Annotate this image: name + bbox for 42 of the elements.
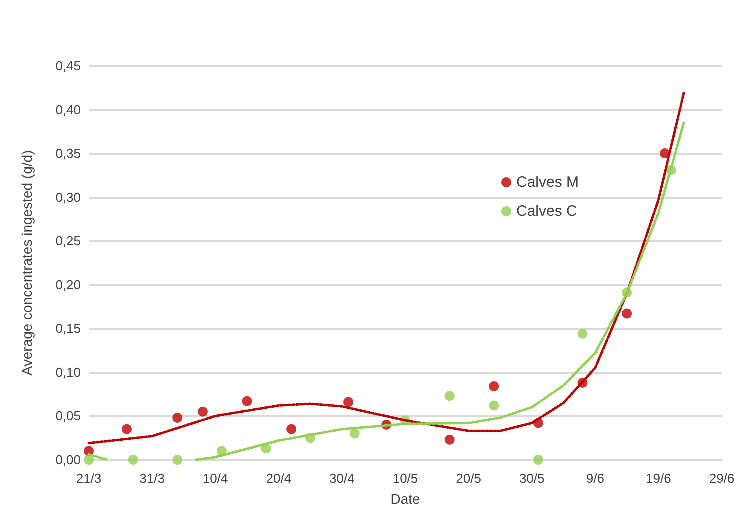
y-tick-label: 0,05 bbox=[56, 408, 81, 424]
legend-label: Calves C bbox=[516, 203, 578, 220]
point bbox=[622, 308, 632, 319]
x-tick-label: 10/5 bbox=[392, 471, 418, 486]
point bbox=[444, 434, 455, 445]
y-tick-label: 0,30 bbox=[56, 190, 81, 205]
point bbox=[84, 455, 94, 465]
point bbox=[489, 400, 500, 411]
x-tick-label: 30/5 bbox=[519, 471, 545, 486]
point bbox=[128, 455, 138, 465]
x-tick-label: 30/4 bbox=[330, 471, 355, 486]
point bbox=[172, 455, 183, 465]
y-tick-label: 0,40 bbox=[56, 102, 81, 118]
point bbox=[242, 396, 252, 406]
point bbox=[172, 412, 183, 423]
x-tick-label: 9/6 bbox=[586, 471, 604, 486]
y-axis-title: Average concentrates ingested (g/d) bbox=[19, 150, 35, 376]
x-tick-label: 31/3 bbox=[140, 471, 165, 486]
x-tick-label: 20/5 bbox=[456, 471, 482, 486]
point bbox=[533, 455, 544, 465]
point bbox=[198, 406, 208, 417]
y-tick-label: 0,35 bbox=[56, 146, 81, 162]
x-tick-label: 21/3 bbox=[76, 471, 102, 486]
x-axis-title: Date bbox=[390, 491, 420, 507]
y-tick-label: 0,00 bbox=[56, 452, 81, 468]
x-tick-label: 20/4 bbox=[266, 471, 292, 486]
point bbox=[489, 381, 500, 392]
point bbox=[122, 424, 132, 434]
point bbox=[578, 328, 588, 339]
point bbox=[344, 397, 354, 408]
point bbox=[286, 424, 297, 434]
y-tick-label: 0,10 bbox=[56, 364, 81, 380]
y-tick-label: 0,15 bbox=[56, 321, 81, 336]
x-tick-label: 10/4 bbox=[202, 471, 228, 486]
point bbox=[350, 428, 360, 439]
y-tick-label: 0,45 bbox=[56, 58, 81, 74]
point bbox=[444, 391, 455, 402]
y-tick-label: 0,25 bbox=[56, 234, 81, 249]
legend-label: Calves M bbox=[516, 174, 580, 191]
x-tick-label: 19/6 bbox=[646, 471, 672, 486]
y-tick-label: 0,20 bbox=[56, 277, 81, 292]
x-tick-label: 29/6 bbox=[709, 471, 735, 486]
